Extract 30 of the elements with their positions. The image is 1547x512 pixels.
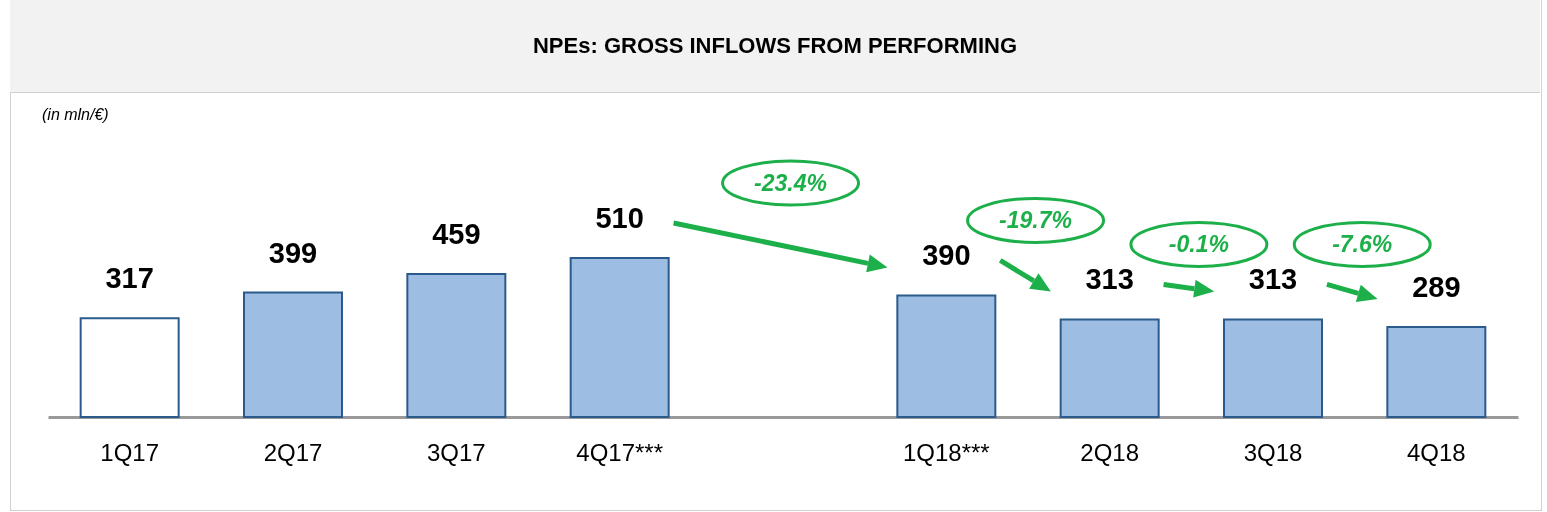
text: -19.7% xyxy=(999,207,1072,234)
text: -7.6% xyxy=(1332,231,1393,258)
bar xyxy=(896,294,997,418)
bar xyxy=(1223,318,1323,418)
x-tick-label: 4Q18 xyxy=(1406,438,1466,466)
x-tick-label: 3Q17 xyxy=(426,438,486,466)
data-label: 317 xyxy=(105,262,154,295)
bar xyxy=(79,317,180,418)
bar xyxy=(569,257,670,418)
data-label: 390 xyxy=(922,239,971,272)
bar xyxy=(243,291,343,418)
x-tick-label: 1Q17 xyxy=(100,438,160,466)
data-label: 289 xyxy=(1412,270,1461,303)
x-tick-label: 1Q18*** xyxy=(902,438,990,466)
data-label: 459 xyxy=(432,217,481,250)
data-label: 510 xyxy=(595,202,644,234)
bar xyxy=(1386,325,1487,418)
x-tick-label: 2Q17 xyxy=(263,438,323,466)
chart-title: NPEs: GROSS INFLOWS FROM PERFORMING xyxy=(10,0,1540,93)
data-label: 313 xyxy=(1085,263,1134,296)
bar xyxy=(406,272,507,418)
text: -0.1% xyxy=(1168,231,1229,258)
x-tick-label: 3Q18 xyxy=(1243,438,1303,466)
text: -23.4% xyxy=(754,170,827,196)
chart-subtitle: (in mln/€) xyxy=(42,106,109,124)
x-tick-label: 2Q18 xyxy=(1080,438,1140,466)
data-label: 399 xyxy=(268,236,318,269)
bar xyxy=(1059,318,1160,418)
x-tick-label: 4Q17*** xyxy=(576,438,664,466)
data-label: 313 xyxy=(1248,263,1298,296)
